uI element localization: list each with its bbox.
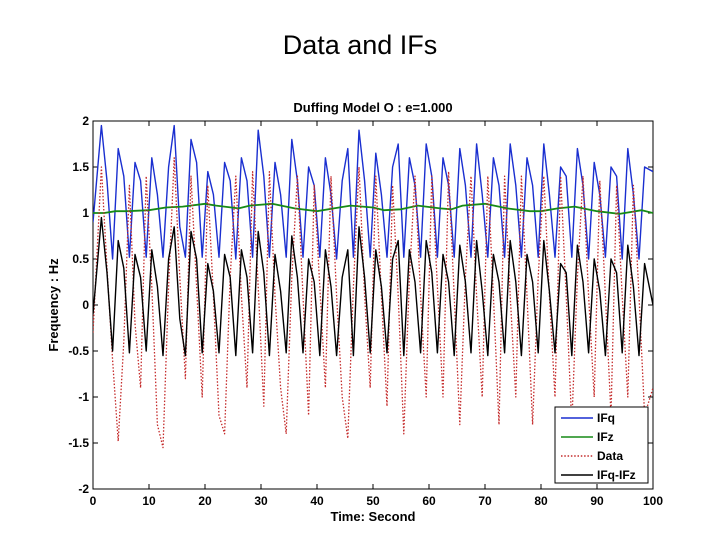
legend-box xyxy=(554,406,649,484)
x-tick-label: 60 xyxy=(422,494,436,508)
y-tick-label: 0 xyxy=(82,298,89,312)
axis-ticks: 0 10 20 30 40 50 60 70 80 90 100 2 1.5 1 0.5 0 -0.5 -1 -1.… xyxy=(68,114,663,508)
y-tick-label: 1.5 xyxy=(72,160,89,174)
y-tick-label: -1.5 xyxy=(68,436,89,450)
legend: IFq IFz Data IFq-IFz xyxy=(554,406,649,484)
y-tick-label: 2 xyxy=(82,114,89,128)
x-tick-label: 80 xyxy=(534,494,548,508)
series-layer xyxy=(93,124,653,449)
y-axis-label: Frequency : Hz xyxy=(46,258,61,352)
legend-label: IFq xyxy=(597,411,615,425)
legend-label: IFz xyxy=(597,430,614,444)
x-tick-label: 50 xyxy=(366,494,380,508)
series-line-ifq xyxy=(93,124,653,260)
x-tick-label: 10 xyxy=(142,494,156,508)
series-line-data xyxy=(93,157,653,449)
x-tick-label: 70 xyxy=(478,494,492,508)
y-tick-label: 1 xyxy=(82,206,89,220)
x-tick-label: 100 xyxy=(643,494,663,508)
y-tick-label: -2 xyxy=(78,482,89,496)
legend-label: IFq-IFz xyxy=(597,468,636,482)
y-tick-label: -0.5 xyxy=(68,344,89,358)
x-tick-label: 40 xyxy=(310,494,324,508)
y-tick-label: -1 xyxy=(78,390,89,404)
x-axis-label: Time: Second xyxy=(330,509,415,524)
chart-title: Duffing Model O : e=1.000 xyxy=(293,100,452,115)
x-tick-label: 30 xyxy=(254,494,268,508)
x-tick-label: 20 xyxy=(198,494,212,508)
y-tick-label: 0.5 xyxy=(72,252,89,266)
x-tick-label: 0 xyxy=(90,494,97,508)
series-line-ifz xyxy=(93,202,653,215)
x-tick-label: 90 xyxy=(590,494,604,508)
series-line-ifq-ifz xyxy=(93,216,653,357)
slide-title: Data and IFs xyxy=(282,30,438,60)
legend-label: Data xyxy=(597,449,623,463)
